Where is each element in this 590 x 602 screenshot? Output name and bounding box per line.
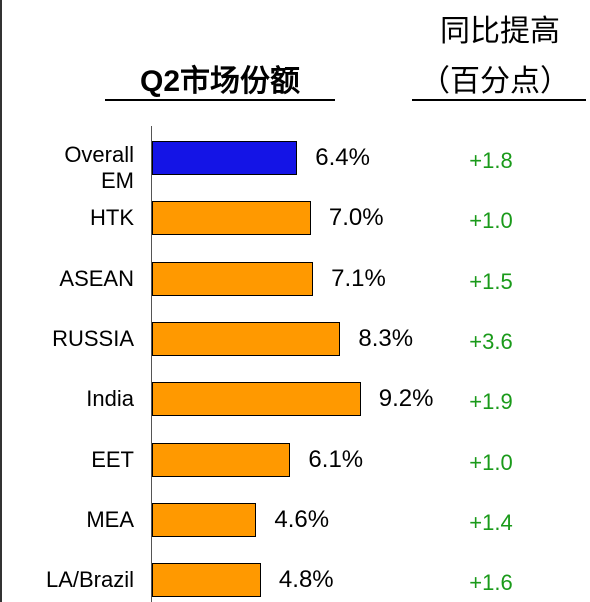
title-underline — [105, 99, 335, 101]
column-header: 同比提高 — [440, 15, 560, 48]
value-label: 6.1% — [308, 445, 364, 473]
bar — [152, 502, 257, 537]
change-label: +1.9 — [469, 389, 513, 415]
bar — [152, 321, 341, 356]
change-label: +1.8 — [469, 148, 513, 173]
header-underline — [412, 99, 586, 101]
category-label: LA/Brazil — [45, 567, 134, 593]
chart-title: Q2市场份额 — [139, 65, 301, 98]
value-label: 6.4% — [315, 144, 370, 171]
value-label: 7.1% — [331, 264, 386, 292]
bar — [152, 201, 311, 236]
bar — [152, 382, 361, 417]
value-label: 9.2% — [378, 385, 434, 413]
value-label: 7.0% — [328, 204, 384, 232]
change-label: +1.0 — [469, 208, 513, 234]
change-label: +1.6 — [469, 570, 513, 596]
category-label: India — [86, 386, 134, 412]
bar — [152, 563, 261, 598]
bar — [152, 261, 314, 296]
category-label: EET — [91, 446, 134, 472]
bar — [152, 141, 298, 175]
category-label: ASEAN — [59, 265, 134, 291]
change-label: +1.0 — [469, 449, 513, 475]
category-label: RUSSIA — [52, 325, 134, 351]
bar — [152, 442, 291, 477]
column-header: （百分点） — [420, 65, 570, 98]
left-border — [0, 0, 2, 602]
change-label: +1.5 — [469, 268, 513, 294]
axis-line — [151, 126, 152, 602]
change-label: +1.4 — [469, 509, 513, 535]
value-label: 8.3% — [358, 324, 414, 352]
category-label: HTK — [90, 205, 134, 231]
category-label: MEA — [86, 506, 134, 532]
category-label: Overall EM — [64, 142, 134, 193]
value-label: 4.6% — [274, 505, 330, 533]
value-label: 4.8% — [278, 566, 334, 594]
change-label: +3.6 — [469, 328, 513, 354]
